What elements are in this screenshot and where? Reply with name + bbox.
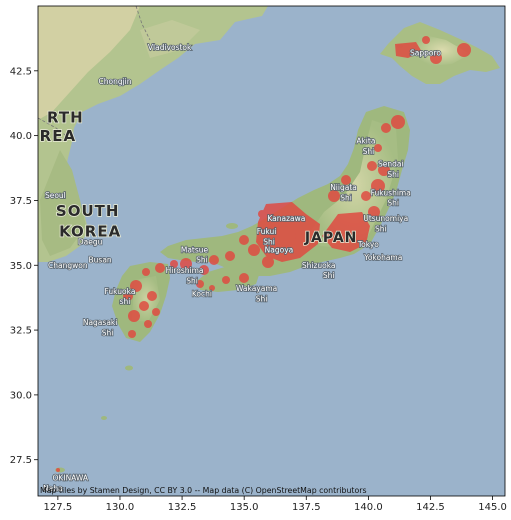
y-tick-label: 37.5 <box>10 196 32 207</box>
place-label: Shi <box>387 199 399 208</box>
border-line <box>38 117 73 141</box>
place-label: Shi <box>263 238 275 247</box>
place-label: Shi <box>340 193 352 202</box>
place-label: Kanazawa <box>267 214 305 223</box>
place-label: Vladivostok <box>148 43 192 52</box>
place-label: Naha <box>43 484 63 493</box>
border-line <box>135 6 151 41</box>
country-label: REA <box>40 127 76 145</box>
place-label: Akita <box>356 136 375 145</box>
y-tick-label: 40.0 <box>10 131 32 142</box>
country-label: SOUTH <box>56 202 120 220</box>
place-label: Fukuoka <box>105 287 136 296</box>
x-tick-label: 135.0 <box>230 502 259 513</box>
y-tick-label: 30.0 <box>10 390 32 401</box>
place-label: Shi <box>102 328 114 337</box>
place-label: Fukui <box>257 227 277 236</box>
y-tick-label: 35.0 <box>10 261 32 272</box>
place-label: Tokyo <box>357 240 379 249</box>
mainland-terrain <box>38 6 268 262</box>
y-tick-label: 27.5 <box>10 455 32 466</box>
country-label: JAPAN <box>304 230 358 246</box>
x-tick-label: 145.0 <box>478 502 507 513</box>
place-label: shi <box>120 297 131 306</box>
place-label: Shi <box>387 170 399 179</box>
place-label: OKINAWA <box>53 473 89 482</box>
y-tick-label: 32.5 <box>10 326 32 337</box>
place-label: Shi <box>186 276 198 285</box>
place-label: Kochi <box>192 289 212 298</box>
place-label: Busan <box>89 256 112 265</box>
place-label: Fukushima <box>371 188 411 197</box>
x-tick-label: 142.5 <box>416 502 445 513</box>
place-label: Yokohama <box>363 253 402 262</box>
place-label: Shi <box>256 295 268 304</box>
x-tick-label: 127.5 <box>44 502 73 513</box>
place-label: Wakayama <box>236 284 277 293</box>
place-label: Shi <box>375 225 387 234</box>
country-label: KOREA <box>59 223 121 241</box>
x-tick-label: 137.5 <box>292 502 321 513</box>
country-label: RTH <box>47 109 84 127</box>
urban-density-overlay <box>56 36 471 472</box>
x-tick-label: 140.0 <box>354 502 383 513</box>
y-tick-label: 42.5 <box>10 66 32 77</box>
place-label: Shizuoka <box>302 261 336 270</box>
place-label: Matsue <box>181 245 209 254</box>
place-label: Seoul <box>45 191 66 200</box>
x-tick-label: 130.0 <box>106 502 135 513</box>
place-label: Shi <box>363 147 375 156</box>
place-label: Nagoya <box>265 245 294 254</box>
place-label: Niigata <box>330 183 357 192</box>
x-tick-label: 132.5 <box>168 502 197 513</box>
place-label: Daegu <box>78 238 103 247</box>
place-label: Nagasaki <box>83 318 118 327</box>
place-label: Utsunomiya <box>363 214 408 223</box>
place-label: Changwon <box>48 261 88 270</box>
place-label: Shi <box>323 271 335 280</box>
place-label: Shi <box>196 256 208 265</box>
place-label: Chongjin <box>98 77 131 86</box>
place-label: Sendai <box>378 160 404 169</box>
place-label: Hiroshima <box>166 266 204 275</box>
map-attribution: Map tiles by Stamen Design, CC BY 3.0 --… <box>40 486 367 495</box>
place-label: Sapporo <box>410 48 441 57</box>
axes-frame <box>37 5 506 497</box>
